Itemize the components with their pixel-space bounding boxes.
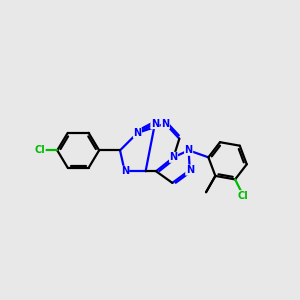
Text: N: N bbox=[121, 166, 129, 176]
Text: N: N bbox=[184, 145, 193, 155]
Text: Cl: Cl bbox=[34, 145, 45, 155]
Text: N: N bbox=[186, 165, 194, 175]
Text: N: N bbox=[169, 152, 178, 162]
Text: N: N bbox=[161, 118, 169, 129]
Text: N: N bbox=[151, 118, 159, 129]
Text: N: N bbox=[134, 128, 142, 138]
Text: Cl: Cl bbox=[238, 191, 249, 201]
